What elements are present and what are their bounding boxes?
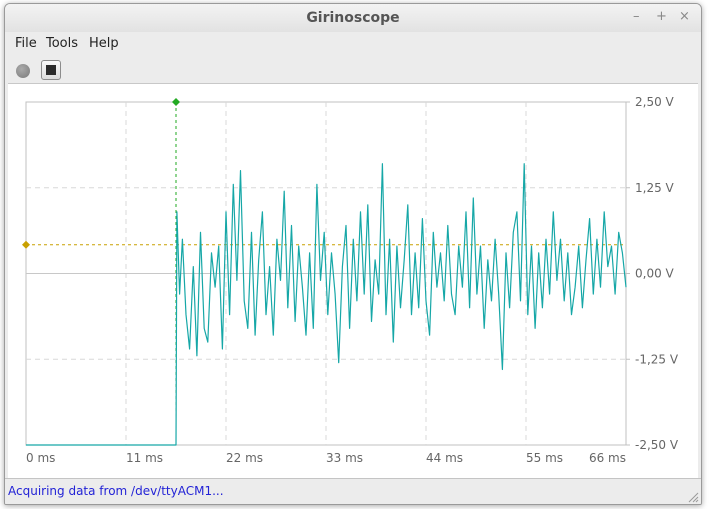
x-tick-label: 33 ms (326, 451, 363, 465)
oscilloscope-plot[interactable]: 0 ms 11 ms 22 ms 33 ms 44 ms 55 ms 66 ms 2,50 V… (8, 83, 698, 479)
x-tick-label: 44 ms (426, 451, 463, 465)
title-bar[interactable]: Girinoscope – + × (5, 4, 701, 32)
menu-file[interactable]: File (15, 36, 37, 51)
scope-chart[interactable]: 0 ms 11 ms 22 ms 33 ms 44 ms 55 ms 66 ms 2,50 V… (8, 84, 698, 479)
status-bar: Acquiring data from /dev/ttyACM1... (5, 478, 701, 504)
y-tick-label: 1,25 V (635, 181, 675, 195)
x-tick-label: 55 ms (526, 451, 563, 465)
y-tick-label: 2,50 V (635, 95, 675, 109)
toolbar (5, 56, 701, 84)
app-window: Girinoscope – + × File Tools Help 0 ms 11… (4, 3, 702, 505)
window-title: Girinoscope (306, 10, 400, 26)
menu-bar: File Tools Help (5, 32, 701, 54)
threshold-marker-icon (22, 240, 30, 249)
y-tick-label: -1,25 V (635, 352, 679, 366)
y-tick-label: -2,50 V (635, 438, 679, 452)
x-tick-label: 0 ms (26, 451, 55, 465)
stop-square-icon (46, 65, 56, 75)
record-circle-icon[interactable] (16, 64, 30, 78)
stop-button[interactable] (41, 60, 61, 80)
menu-tools[interactable]: Tools (46, 36, 79, 51)
close-button[interactable]: × (679, 9, 690, 24)
trigger-marker-icon (172, 98, 180, 106)
signal-trace (26, 163, 627, 446)
x-tick-label: 66 ms (589, 451, 626, 465)
minimize-button[interactable]: – (633, 9, 640, 24)
x-tick-label: 11 ms (126, 451, 163, 465)
resize-grip-icon[interactable] (687, 491, 699, 503)
status-text: Acquiring data from /dev/ttyACM1... (8, 484, 224, 498)
menu-help[interactable]: Help (89, 36, 119, 51)
maximize-button[interactable]: + (656, 9, 667, 24)
x-tick-label: 22 ms (226, 451, 263, 465)
y-tick-label: 0,00 V (635, 267, 675, 281)
